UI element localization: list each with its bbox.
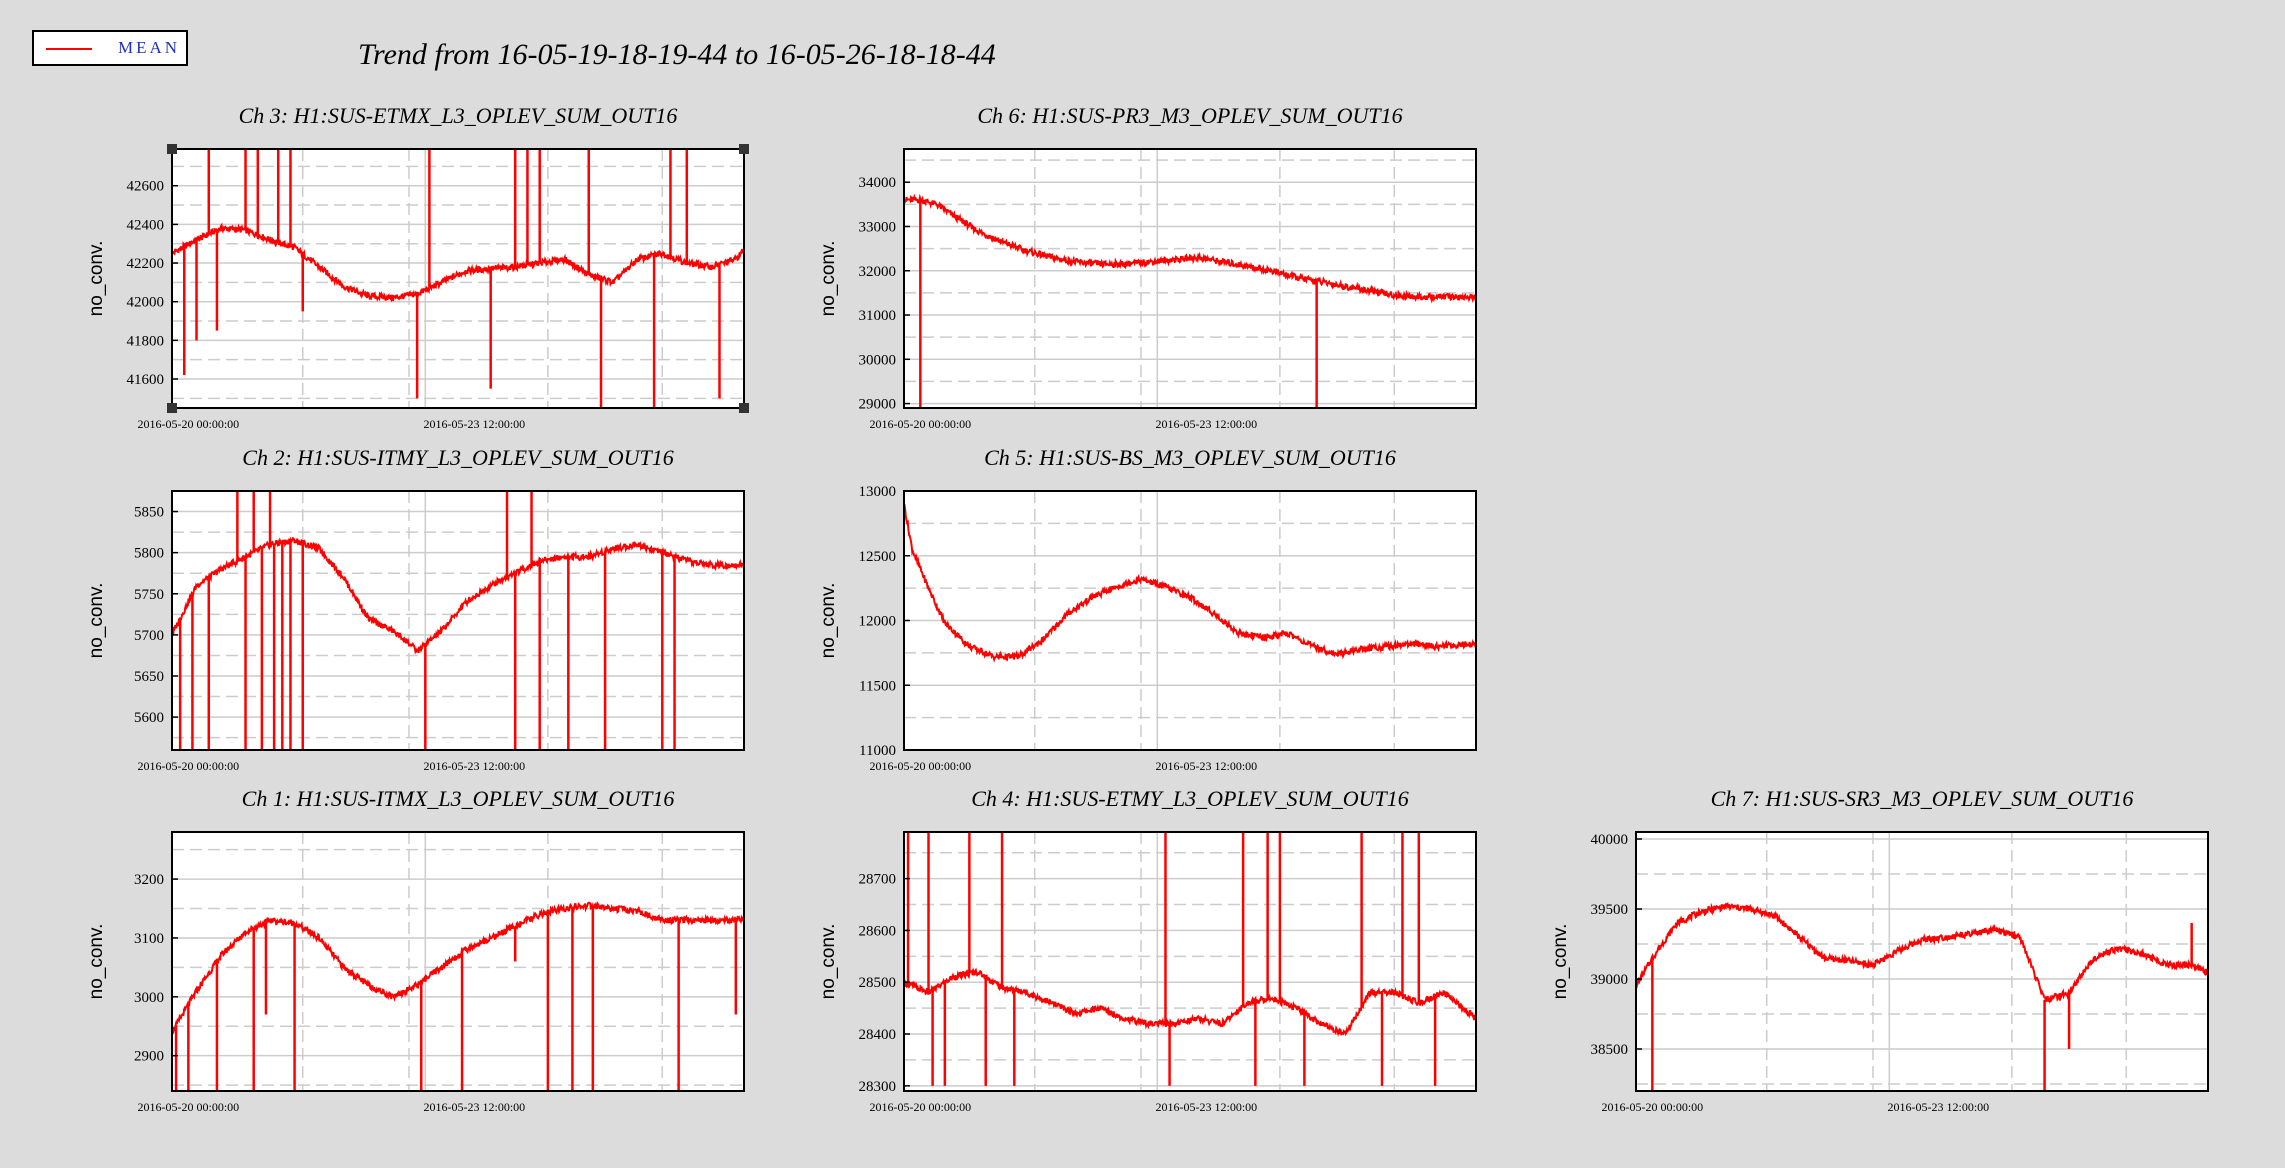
- y-tick-label: 12500: [859, 549, 897, 565]
- series-line: [1636, 902, 2208, 1005]
- x-tick-label: 2016-05-23 12:00:00: [424, 759, 526, 773]
- x-tick-label: 2016-05-20 00:00:00: [870, 759, 972, 773]
- x-tick-label: 2016-05-20 00:00:00: [1602, 1100, 1704, 1114]
- chart-panel-2: 29000 30000 31000 32000 33000 34000 2016-05-20…: [818, 103, 1477, 431]
- y-tick-label: 30000: [859, 352, 897, 368]
- y-tick-label: 32000: [859, 264, 897, 280]
- chart-title: Ch 2: H1:SUS-ITMY_L3_OPLEV_SUM_OUT16: [242, 445, 673, 470]
- y-tick-label: 42200: [127, 256, 165, 272]
- plot-frame: [903, 831, 1477, 1092]
- series-line: [904, 193, 1476, 304]
- plot-frame: [171, 148, 745, 409]
- y-axis-label: no_conv.: [86, 241, 107, 317]
- y-axis-label: no_conv.: [818, 583, 839, 659]
- y-tick-label: 28300: [859, 1079, 897, 1095]
- plot-frame: [903, 148, 1477, 409]
- x-tick-label: 2016-05-23 12:00:00: [1888, 1100, 1990, 1114]
- plot-area: [1636, 832, 2208, 1091]
- y-tick-label: 31000: [859, 308, 897, 324]
- selection-handle[interactable]: [167, 144, 177, 154]
- y-tick-label: 28700: [859, 872, 897, 888]
- selection-handle[interactable]: [167, 403, 177, 413]
- x-tick-label: 2016-05-20 00:00:00: [870, 1100, 972, 1114]
- y-tick-label: 3000: [134, 990, 164, 1006]
- y-tick-label: 34000: [859, 175, 897, 191]
- chart-panel-6: 28300 28400 28500 28600 28700 2016-05-20 00:0…: [818, 786, 1477, 1114]
- plot-area: [904, 149, 1476, 408]
- y-tick-label: 12000: [859, 614, 897, 630]
- y-tick-label: 2900: [134, 1049, 164, 1065]
- y-tick-label: 5600: [134, 710, 164, 726]
- chart-panel-4: 11000 11500 12000 12500 13000 2016-05-20 00:0…: [818, 445, 1477, 773]
- chart-title: Ch 7: H1:SUS-SR3_M3_OPLEV_SUM_OUT16: [1711, 786, 2134, 811]
- y-tick-label: 13000: [859, 484, 897, 500]
- y-tick-label: 38500: [1591, 1042, 1629, 1058]
- selection-handle[interactable]: [739, 144, 749, 154]
- chart-title: Ch 6: H1:SUS-PR3_M3_OPLEV_SUM_OUT16: [977, 103, 1402, 128]
- plot-area: [172, 149, 744, 408]
- y-axis-label: no_conv.: [1550, 924, 1571, 1000]
- y-tick-label: 5650: [134, 669, 164, 685]
- y-tick-label: 28600: [859, 923, 897, 939]
- y-tick-label: 41600: [127, 372, 165, 388]
- plot-area: [904, 832, 1476, 1091]
- y-tick-label: 39000: [1591, 972, 1629, 988]
- x-tick-label: 2016-05-23 12:00:00: [1156, 759, 1258, 773]
- x-tick-label: 2016-05-20 00:00:00: [138, 759, 240, 773]
- y-tick-label: 29000: [859, 397, 897, 413]
- chart-title: Ch 5: H1:SUS-BS_M3_OPLEV_SUM_OUT16: [984, 445, 1396, 470]
- y-tick-label: 42400: [127, 217, 165, 233]
- y-tick-label: 41800: [127, 333, 165, 349]
- chart-panel-3: 5600 5650 5700 5750 5800 5850 2016-05-20 00:00…: [86, 445, 745, 773]
- legend: MEAN: [32, 30, 188, 66]
- chart-title: Ch 3: H1:SUS-ETMX_L3_OPLEV_SUM_OUT16: [239, 103, 678, 128]
- y-tick-label: 5700: [134, 628, 164, 644]
- y-tick-label: 3100: [134, 931, 164, 947]
- chart-title: Ch 1: H1:SUS-ITMX_L3_OPLEV_SUM_OUT16: [242, 786, 675, 811]
- y-tick-label: 5750: [134, 587, 164, 603]
- y-tick-label: 3200: [134, 872, 164, 888]
- selection-handle[interactable]: [739, 403, 749, 413]
- y-tick-label: 5800: [134, 546, 164, 562]
- series-line: [172, 222, 744, 303]
- y-axis-label: no_conv.: [818, 924, 839, 1000]
- x-tick-label: 2016-05-23 12:00:00: [424, 417, 526, 431]
- plot-area: [172, 832, 744, 1091]
- x-tick-label: 2016-05-23 12:00:00: [1156, 417, 1258, 431]
- series-line: [904, 966, 1476, 1037]
- y-axis-label: no_conv.: [86, 583, 107, 659]
- y-axis-label: no_conv.: [818, 241, 839, 317]
- y-tick-label: 42600: [127, 179, 165, 195]
- x-tick-label: 2016-05-23 12:00:00: [1156, 1100, 1258, 1114]
- y-tick-label: 11500: [859, 678, 896, 694]
- chart-panel-1: 41600 41800 42000 42200 42400 42600 2016-05-20…: [86, 103, 745, 431]
- chart-panel-7: 38500 39000 39500 40000 2016-05-20 00:00:00 2…: [1550, 786, 2209, 1114]
- y-tick-label: 40000: [1591, 832, 1629, 848]
- series-line: [172, 536, 744, 655]
- x-tick-label: 2016-05-23 12:00:00: [424, 1100, 526, 1114]
- y-tick-label: 11000: [859, 743, 896, 759]
- y-tick-label: 42000: [127, 295, 165, 311]
- y-tick-label: 33000: [859, 219, 897, 235]
- plot-frame: [171, 490, 745, 751]
- page-title: Trend from 16-05-19-18-19-44 to 16-05-26…: [358, 38, 996, 71]
- series-line: [172, 901, 744, 1036]
- x-tick-label: 2016-05-20 00:00:00: [870, 417, 972, 431]
- x-tick-label: 2016-05-20 00:00:00: [138, 417, 240, 431]
- series-line: [904, 504, 1476, 663]
- legend-swatch: [46, 48, 92, 50]
- chart-title: Ch 4: H1:SUS-ETMY_L3_OPLEV_SUM_OUT16: [971, 786, 1409, 811]
- y-axis-label: no_conv.: [86, 924, 107, 1000]
- plot-frame: [1635, 831, 2209, 1092]
- plot-area: [172, 491, 744, 750]
- y-tick-label: 39500: [1591, 902, 1629, 918]
- x-tick-label: 2016-05-20 00:00:00: [138, 1100, 240, 1114]
- plot-frame: [171, 831, 745, 1092]
- legend-label: MEAN: [118, 38, 181, 57]
- y-tick-label: 28500: [859, 975, 897, 991]
- y-tick-label: 5850: [134, 505, 164, 521]
- chart-panel-5: 2900 3000 3100 3200 2016-05-20 00:00:00 2016-…: [86, 786, 745, 1114]
- y-tick-label: 28400: [859, 1027, 897, 1043]
